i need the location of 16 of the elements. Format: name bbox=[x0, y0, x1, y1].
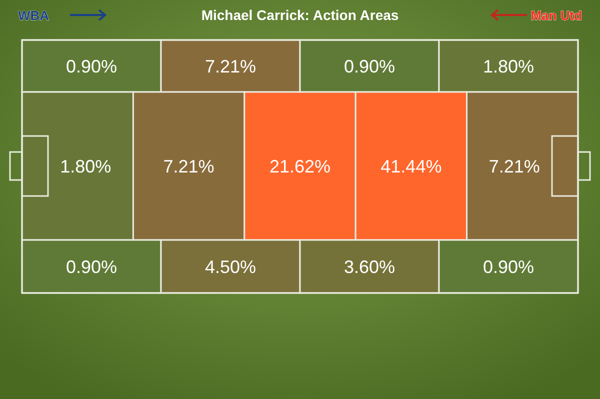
data-label: 1.80% bbox=[482, 56, 534, 76]
data-label: 0.90% bbox=[482, 256, 534, 277]
data-label: 4.50% bbox=[204, 256, 256, 277]
data-label: 7.21% bbox=[204, 56, 256, 76]
data-label: 0.90% bbox=[66, 56, 118, 76]
text: Man Utd bbox=[530, 8, 582, 23]
data-label: 21.62% bbox=[269, 156, 331, 176]
data-label: 1.80% bbox=[60, 156, 112, 176]
data-label: 3.60% bbox=[344, 256, 396, 277]
text: Michael Carrick: Action Areas bbox=[201, 7, 399, 23]
data-label: 0.90% bbox=[66, 256, 118, 277]
data-label: 41.44% bbox=[380, 156, 442, 176]
data-label: 0.90% bbox=[344, 56, 396, 76]
data-label: 7.21% bbox=[488, 156, 540, 176]
text: WBA bbox=[18, 8, 50, 23]
data-label: 7.21% bbox=[163, 156, 214, 176]
